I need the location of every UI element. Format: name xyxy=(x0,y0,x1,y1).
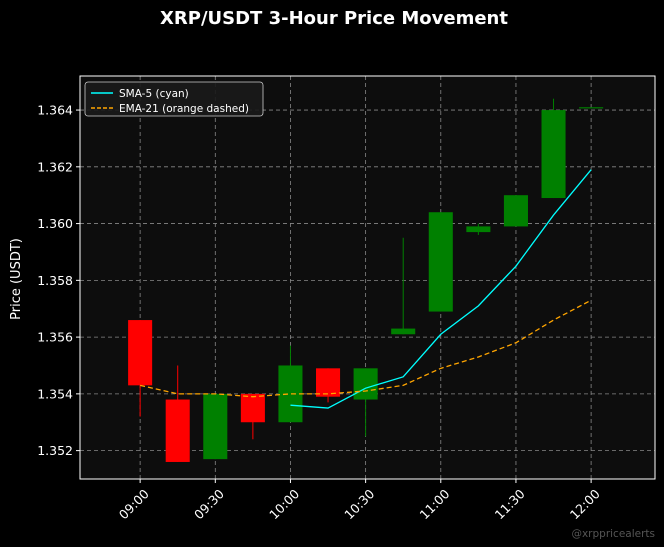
x-tick-label: 11:00 xyxy=(416,486,452,522)
x-tick-label: 09:30 xyxy=(191,486,227,522)
y-tick-label: 1.364 xyxy=(37,103,73,118)
candle-body xyxy=(466,226,491,233)
candle-body xyxy=(240,393,265,423)
chart-title: XRP/USDT 3-Hour Price Movement xyxy=(160,8,508,29)
candle-body xyxy=(541,110,566,199)
candle-body xyxy=(316,368,341,397)
plot-area: 1.352 1.354 1.356 1.358 1.360 1.362 1.364 09:00… xyxy=(37,75,656,522)
y-tick-label: 1.360 xyxy=(37,216,73,231)
ema-line xyxy=(139,299,592,398)
candle-body xyxy=(579,107,604,109)
legend-label-ema: EMA-21 (orange dashed) xyxy=(119,103,249,115)
candle-body xyxy=(278,365,303,423)
watermark: @xrppricealerts xyxy=(571,528,655,540)
sma-line xyxy=(290,169,592,409)
y-tick-label: 1.356 xyxy=(37,330,73,345)
x-tick-label: 11:30 xyxy=(492,486,528,522)
plot-frame xyxy=(79,75,656,480)
x-tick-label: 10:00 xyxy=(266,486,302,522)
y-tick-label: 1.352 xyxy=(37,443,73,458)
x-tick-label: 10:30 xyxy=(341,486,377,522)
candle-body xyxy=(391,328,416,335)
candle-body xyxy=(353,368,378,400)
legend-label-sma: SMA-5 (cyan) xyxy=(119,88,189,100)
x-tick-label: 12:00 xyxy=(567,486,603,522)
legend-box xyxy=(84,81,264,117)
x-tick-label: 09:00 xyxy=(116,486,152,522)
candle-body xyxy=(203,393,228,460)
candle-body xyxy=(503,195,528,227)
candle-body xyxy=(128,320,153,386)
y-tick-label: 1.354 xyxy=(37,386,73,401)
y-tick-label: 1.362 xyxy=(37,159,73,174)
y-axis-label: Price (USDT) xyxy=(9,238,24,320)
y-tick-label: 1.358 xyxy=(37,273,73,288)
candle-body xyxy=(165,399,190,462)
candle-body xyxy=(428,212,453,312)
